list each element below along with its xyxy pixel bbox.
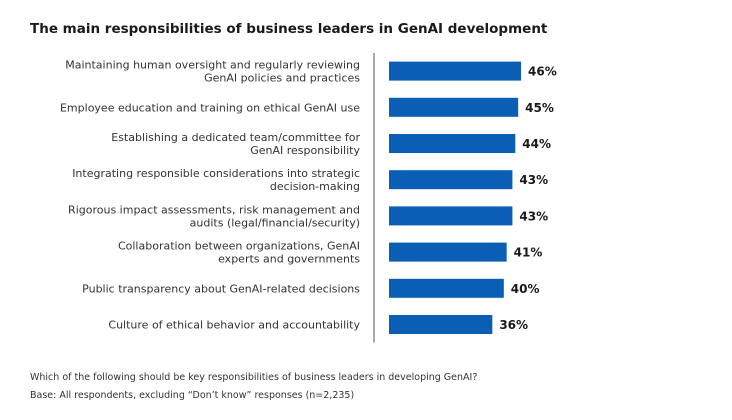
bar-4 <box>389 206 513 226</box>
value-label-7: 36% <box>499 318 528 332</box>
category-label-4-line-1: audits (legal/financial/security) <box>190 216 360 229</box>
value-label-4: 43% <box>519 209 548 223</box>
category-label-0-line-0: Maintaining human oversight and regularl… <box>65 59 360 72</box>
category-label-7-line-0: Culture of ethical behavior and accounta… <box>108 319 360 332</box>
bar-3 <box>389 170 513 190</box>
category-label-2-line-1: GenAI responsibility <box>250 144 360 157</box>
value-label-2: 44% <box>522 137 551 151</box>
bar-2 <box>389 134 516 153</box>
category-label-1-line-0: Employee education and training on ethic… <box>60 101 360 114</box>
value-label-0: 46% <box>528 65 557 79</box>
category-label-3: Integrating responsible considerations i… <box>72 167 360 193</box>
category-label-5: Collaboration between organizations, Gen… <box>118 240 360 266</box>
category-label-2: Establishing a dedicated team/committee … <box>111 131 360 157</box>
survey-question: Which of the following should be key res… <box>30 372 478 383</box>
bar-7 <box>389 315 493 334</box>
survey-base: Base: All respondents, excluding “Don’t … <box>30 390 355 401</box>
category-label-0-line-1: GenAI policies and practices <box>204 72 360 85</box>
category-label-6-line-0: Public transparency about GenAI-related … <box>82 282 360 295</box>
bar-6 <box>389 278 504 298</box>
category-label-7: Culture of ethical behavior and accounta… <box>108 319 360 332</box>
value-label-3: 43% <box>519 173 548 187</box>
chart-title: The main responsibilities of business le… <box>30 21 548 37</box>
bar-0 <box>389 61 522 81</box>
bar-1 <box>389 97 519 117</box>
category-label-3-line-0: Integrating responsible considerations i… <box>72 167 360 180</box>
category-label-5-line-0: Collaboration between organizations, Gen… <box>118 240 360 253</box>
value-label-6: 40% <box>511 282 540 296</box>
category-label-4: Rigorous impact assessments, risk manage… <box>68 203 360 229</box>
value-label-1: 45% <box>525 101 554 115</box>
category-label-2-line-0: Establishing a dedicated team/committee … <box>111 131 360 144</box>
category-label-3-line-1: decision-making <box>270 180 360 193</box>
category-label-0: Maintaining human oversight and regularl… <box>65 59 360 85</box>
value-label-5: 41% <box>514 246 543 260</box>
category-label-5-line-1: experts and governments <box>218 253 360 266</box>
category-label-4-line-0: Rigorous impact assessments, risk manage… <box>68 203 360 216</box>
bar-5 <box>389 242 507 262</box>
category-label-1: Employee education and training on ethic… <box>60 101 360 114</box>
category-label-6: Public transparency about GenAI-related … <box>82 282 360 295</box>
